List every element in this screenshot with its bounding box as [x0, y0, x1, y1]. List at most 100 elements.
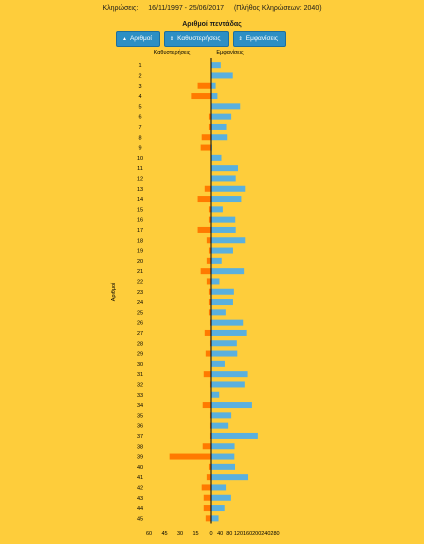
- appearance-bar: [211, 463, 235, 470]
- delay-bar: [209, 432, 211, 439]
- appearance-bar: [211, 319, 244, 326]
- category-label: 45: [137, 516, 143, 522]
- category-label: 7: [138, 125, 141, 131]
- appearance-bar: [211, 391, 220, 398]
- delay-bar: [208, 123, 211, 130]
- delay-bar: [208, 309, 211, 316]
- category-label: 35: [137, 413, 143, 419]
- delay-bar: [197, 226, 211, 233]
- category-label: 26: [137, 321, 143, 327]
- draws-info: Κληρώσεις: 16/11/1997 - 25/06/2017 (Πλήθ…: [0, 5, 424, 12]
- category-label: 2: [138, 73, 141, 79]
- category-label: 27: [137, 331, 143, 337]
- appearance-bar: [211, 412, 232, 419]
- appearance-bar: [211, 340, 237, 347]
- appearance-tick-label: 40: [217, 531, 223, 537]
- category-label: 24: [137, 300, 143, 306]
- category-label: 5: [138, 104, 141, 110]
- sort-by-delays-button[interactable]: ⇕ Καθυστερήσεις: [163, 31, 229, 47]
- appearance-bar: [211, 402, 252, 409]
- delay-bar: [201, 484, 211, 491]
- delay-bar: [206, 474, 211, 481]
- appearance-tick-label: 80: [226, 531, 232, 537]
- category-label: 38: [137, 444, 143, 450]
- delay-bar: [197, 82, 211, 89]
- appearance-bar: [211, 154, 222, 161]
- delays-series-label: Καθυστερήσεις: [154, 49, 191, 56]
- draws-label: Κληρώσεις:: [102, 5, 139, 12]
- category-label: 44: [137, 506, 143, 512]
- appearance-bar: [211, 443, 235, 450]
- appearance-tick-label: 200: [252, 531, 261, 537]
- category-label: 32: [137, 382, 143, 388]
- category-label: 1: [138, 63, 141, 69]
- delay-bar: [200, 144, 211, 151]
- delay-bar: [209, 412, 211, 419]
- category-label: 31: [137, 372, 143, 378]
- appearance-bar: [211, 309, 226, 316]
- appearance-tick-label: 240: [261, 531, 270, 537]
- sort-icon: ⇕: [238, 36, 243, 42]
- delay-bar: [200, 268, 211, 275]
- delay-bar: [209, 422, 211, 429]
- category-label: 29: [137, 352, 143, 358]
- appearance-bar: [211, 474, 249, 481]
- appearance-bar: [211, 350, 238, 357]
- appearance-bar: [211, 257, 222, 264]
- appearance-bar: [211, 123, 227, 130]
- appearance-bar: [211, 360, 225, 367]
- appearance-bar: [211, 113, 232, 120]
- delay-bar: [209, 340, 211, 347]
- category-label: 25: [137, 310, 143, 316]
- category-label: 3: [138, 84, 141, 90]
- category-label: 39: [137, 455, 143, 461]
- delay-bar: [203, 505, 211, 512]
- delay-bar: [169, 453, 211, 460]
- delay-tick-label: 0: [209, 531, 212, 537]
- delay-bar: [204, 185, 211, 192]
- category-label: 34: [137, 403, 143, 409]
- category-label: 40: [137, 465, 143, 471]
- delay-bar: [203, 494, 211, 501]
- delay-tick-label: 45: [161, 531, 167, 537]
- sort-by-numbers-button[interactable]: ▲ Αριθμοί: [116, 31, 160, 47]
- delay-bar: [205, 350, 211, 357]
- delay-bar: [202, 443, 211, 450]
- appearance-tick-label: 120: [234, 531, 243, 537]
- appearances-series-label: Εμφανίσεις: [216, 50, 244, 56]
- category-label: 21: [137, 269, 143, 275]
- appearance-bar: [211, 226, 236, 233]
- appearance-bar: [211, 381, 245, 388]
- delay-bar: [208, 288, 211, 295]
- delay-bar: [206, 278, 211, 285]
- delay-bar: [209, 319, 211, 326]
- category-label: 28: [137, 341, 143, 347]
- sort-by-appearances-button[interactable]: ⇕ Εμφανίσεις: [232, 31, 286, 47]
- category-label: 20: [137, 259, 143, 265]
- category-label: 6: [138, 115, 141, 121]
- appearance-bar: [211, 216, 236, 223]
- appearance-bar: [211, 278, 220, 285]
- category-label: 13: [137, 187, 143, 193]
- appearance-bar: [211, 237, 246, 244]
- appearance-bar: [211, 515, 219, 522]
- delay-bar: [197, 196, 211, 203]
- category-label: 15: [137, 207, 143, 213]
- date-range: 16/11/1997 - 25/06/2017: [148, 5, 224, 12]
- appearance-bar: [211, 72, 233, 79]
- appearance-bar: [211, 299, 233, 306]
- arrow-up-icon: ▲: [122, 36, 127, 42]
- y-axis-label: Αριθμοί: [111, 282, 117, 301]
- category-label: 4: [138, 94, 141, 100]
- appearance-bar: [211, 432, 258, 439]
- appearance-bar: [211, 268, 245, 275]
- delay-tick-label: 15: [192, 531, 198, 537]
- delay-bar: [203, 371, 211, 378]
- appearance-bar: [211, 134, 228, 141]
- delay-bar: [206, 257, 211, 264]
- appearance-bar: [211, 288, 234, 295]
- appearance-bar: [211, 247, 233, 254]
- appearance-bar: [211, 196, 242, 203]
- delay-bar: [208, 216, 211, 223]
- category-label: 22: [137, 279, 143, 285]
